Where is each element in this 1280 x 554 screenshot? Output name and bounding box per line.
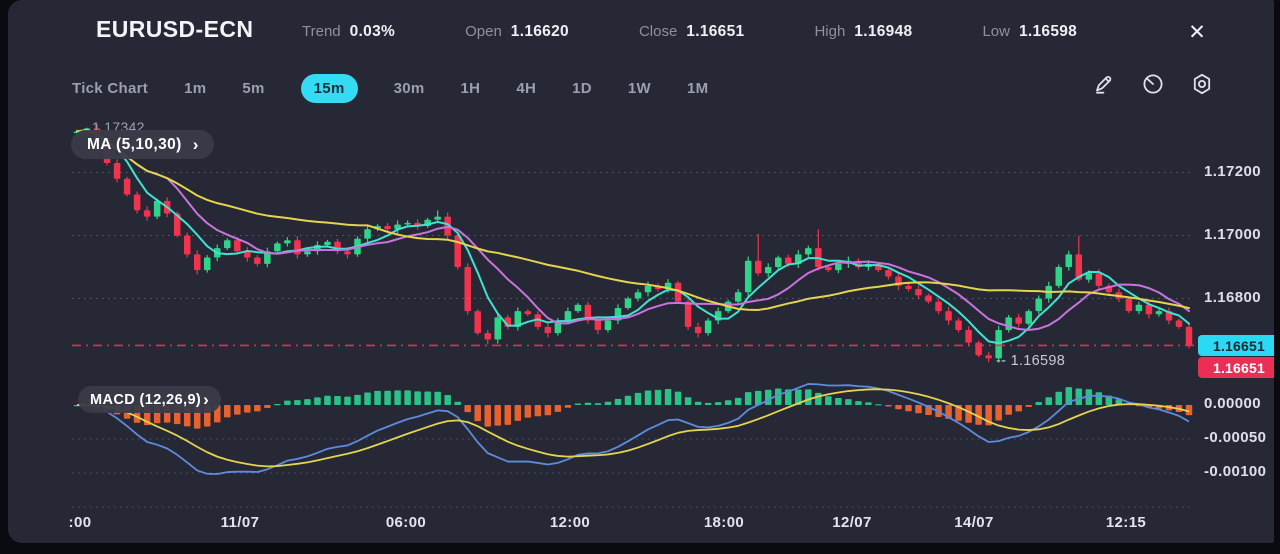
stat-label: Trend [302,23,341,40]
tab-1w[interactable]: 1W [627,79,651,97]
tab-1h[interactable]: 1H [460,79,481,97]
chart-canvas[interactable] [8,0,1274,543]
bid-price-badge: 1.16651 [1198,357,1274,378]
tab-15m-active[interactable]: 15m [300,73,358,103]
chevron-right-icon: › [192,135,199,154]
tab-30m[interactable]: 30m [393,79,425,97]
stat-label: Open [465,23,502,40]
time-axis-tick: 14/07 [954,514,994,531]
macd-indicator-badge[interactable]: MACD (12,26,9) › [78,386,221,413]
ma-indicator-label: MA (5,10,30) [87,135,182,153]
time-axis-tick: 06:00 [385,514,427,531]
tab-1m-month[interactable]: 1M [686,79,709,97]
time-axis-tick: :00 [68,514,92,531]
timer-icon[interactable] [1141,72,1165,96]
stat-value: 1.16948 [854,23,913,40]
close-icon[interactable]: ✕ [1188,20,1206,44]
draw-icon[interactable] [1092,72,1116,96]
chevron-right-icon: › [203,390,209,409]
low-price-annotation: -- 1.16598 [996,353,1066,369]
macd-axis-tick: 0.00000 [1204,395,1262,412]
tab-1d[interactable]: 1D [572,79,592,97]
macd-axis-tick: -0.00100 [1204,463,1267,480]
price-axis-tick: 1.17000 [1204,225,1262,243]
time-axis-tick: 12:15 [1105,514,1147,531]
stat-label: Low [982,23,1010,40]
tab-4h[interactable]: 4H [516,79,537,97]
stat-label: Close [638,23,678,40]
stat-value: 0.03% [349,23,396,40]
stat-close: Close 1.16651 [639,23,745,41]
stat-high: High 1.16948 [814,23,912,41]
stat-value: 1.16620 [510,23,569,40]
price-axis-tick: 1.17200 [1204,162,1262,180]
price-axis-tick: 1.16800 [1204,288,1262,306]
time-axis-tick: 12:00 [549,514,591,531]
tab-5m[interactable]: 5m [242,79,265,97]
timeframe-tabs: Tick Chart 1m 5m 15m 30m 1H 4H 1D 1W 1M [72,71,708,105]
stat-label: High [814,23,846,40]
time-axis-tick: 12/07 [832,514,872,531]
symbol-title: EURUSD-ECN [96,16,254,42]
stat-low: Low 1.16598 [982,23,1077,41]
tab-1m[interactable]: 1m [184,79,207,97]
stat-value: 1.16598 [1018,23,1078,40]
tab-tick-chart[interactable]: Tick Chart [72,79,149,97]
macd-indicator-label: MACD (12,26,9) [90,391,202,408]
settings-icon[interactable] [1190,72,1214,96]
trading-chart-window: EURUSD-ECN Trend 0.03% Open 1.16620 Clos… [8,0,1274,543]
time-axis-tick: 11/07 [220,514,260,531]
ask-price-badge: 1.16651 [1198,335,1274,356]
stat-open: Open 1.16620 [465,23,569,41]
ma-indicator-badge[interactable]: MA (5,10,30) › [71,130,215,159]
header-stats: Trend 0.03% Open 1.16620 Close 1.16651 H… [302,23,1077,41]
stat-value: 1.16651 [686,23,745,40]
macd-axis-tick: -0.00050 [1204,429,1267,446]
time-axis-tick: 18:00 [703,514,745,531]
stat-trend: Trend 0.03% [302,23,395,41]
chart-tools [1092,72,1214,96]
